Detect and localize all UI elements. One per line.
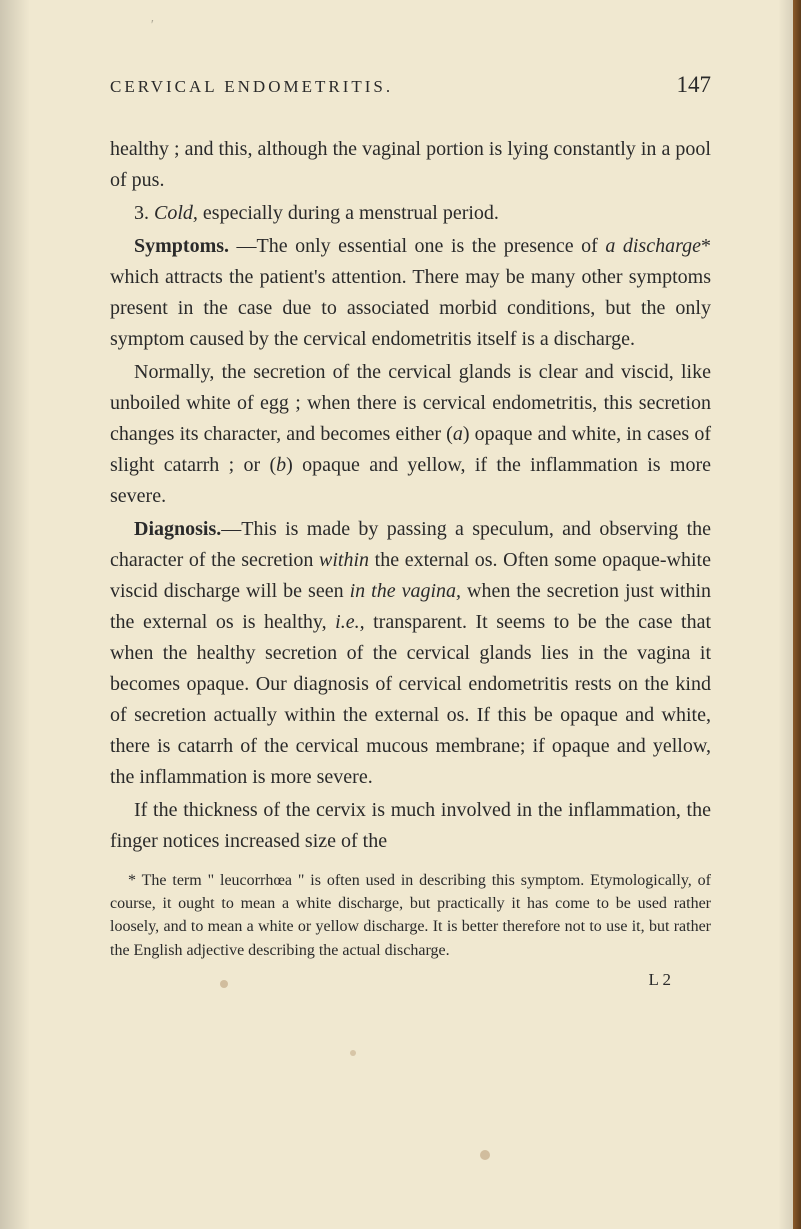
footnote-marker: *: [701, 235, 711, 257]
text-run: which attracts the patient's attention. …: [110, 266, 711, 350]
paragraph-diagnosis: Diagnosis.—This is made by passing a spe…: [110, 514, 711, 793]
page-shadow-left: [0, 0, 30, 1229]
signature-mark: L 2: [110, 970, 711, 990]
foxing-spot: [350, 1050, 356, 1056]
italic-term: in the vagina,: [350, 580, 461, 602]
italic-term: within: [319, 549, 369, 571]
footnote: * The term " leucorrhœa " is often used …: [110, 869, 711, 962]
italic-letter: a: [453, 423, 463, 445]
section-heading-symptoms: Symptoms.: [134, 235, 229, 257]
foxing-spot: [480, 1150, 490, 1160]
page-content: CERVICAL ENDOMETRITIS. 147 healthy ; and…: [0, 0, 801, 1050]
paragraph-thickness: If the thickness of the cervix is much i…: [110, 795, 711, 857]
book-spine-edge: [793, 0, 801, 1229]
text-run: especially during a menstrual period.: [198, 202, 499, 224]
text-run: —The only essential one is the presence …: [229, 235, 605, 257]
footnote-text: The term " leucorrhœa " is often used in…: [110, 872, 711, 959]
item-number: 3.: [134, 202, 154, 224]
page-edge-right: [778, 0, 793, 1229]
body-text: healthy ; and this, although the vaginal…: [110, 134, 711, 857]
italic-letter: b: [276, 454, 286, 476]
text-run: If the thickness of the cervix is much i…: [110, 799, 711, 852]
running-title: CERVICAL ENDOMETRITIS.: [110, 77, 393, 97]
page-number: 147: [677, 72, 712, 98]
paragraph-normally: Normally, the secretion of the cervical …: [110, 357, 711, 512]
section-heading-diagnosis: Diagnosis.: [134, 518, 221, 540]
italic-abbrev: i.e.,: [335, 611, 364, 633]
italic-term: Cold,: [154, 202, 198, 224]
footnote-star: *: [128, 872, 142, 889]
italic-term: a discharge: [605, 235, 701, 257]
text-run: transparent. It seems to be the case tha…: [110, 611, 711, 788]
paragraph-item-3: 3. Cold, especially during a menstrual p…: [110, 198, 711, 229]
paragraph-symptoms: Symptoms. —The only essential one is the…: [110, 231, 711, 355]
page-header: CERVICAL ENDOMETRITIS. 147: [110, 72, 711, 98]
top-stray-mark: ′: [150, 18, 153, 34]
text-run: healthy ; and this, although the vaginal…: [110, 138, 711, 191]
paragraph-continuation: healthy ; and this, although the vaginal…: [110, 134, 711, 196]
